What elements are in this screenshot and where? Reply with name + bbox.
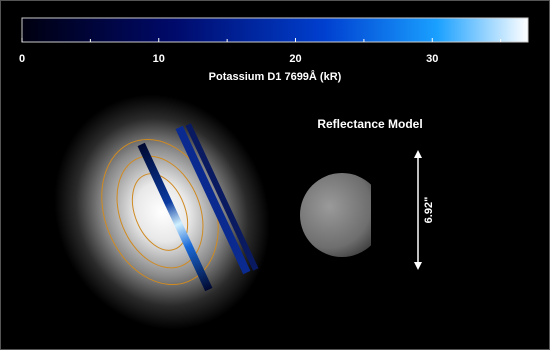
scale-label: 6.92" — [423, 197, 435, 224]
model-label: Reflectance Model — [317, 117, 422, 131]
tick-label: 10 — [153, 53, 165, 65]
tick-label: 30 — [426, 53, 438, 65]
tick-label: 20 — [289, 53, 301, 65]
scale-arrow — [414, 150, 422, 270]
potassium-emission — [54, 94, 270, 330]
colorbar-label: Potassium D1 7699Å (kR) — [209, 70, 342, 83]
slits — [137, 123, 259, 292]
reflectance-model — [300, 173, 371, 257]
tick-label: 0 — [19, 53, 25, 65]
colorbar — [21, 17, 529, 43]
